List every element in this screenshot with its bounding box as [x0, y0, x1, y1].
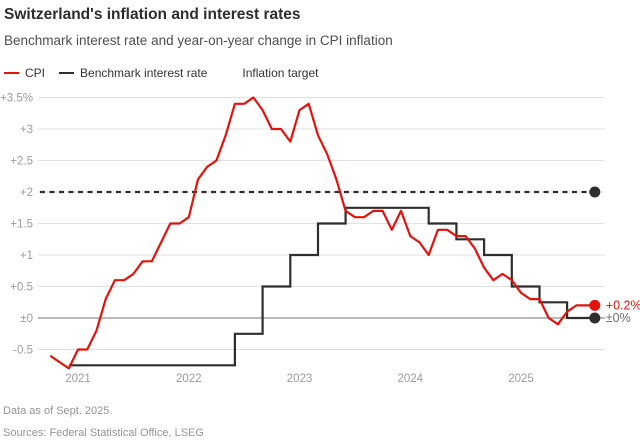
x-tick-label: 2025 [508, 373, 534, 385]
legend-label-inflation-target: Inflation target [242, 66, 319, 80]
sources-note: Sources: Federal Statistical Office, LSE… [3, 427, 204, 439]
y-tick-label: +2 [20, 187, 33, 199]
cpi-line-swatch-icon [4, 71, 19, 75]
inflation-target-end-dot [589, 186, 601, 198]
chart-title: Switzerland's inflation and interest rat… [4, 6, 301, 23]
legend-label-benchmark-rate: Benchmark interest rate [80, 66, 208, 80]
cpi-line [49, 96, 595, 370]
benchmark-rate-line [68, 206, 595, 367]
y-tick-label: +1.5 [10, 219, 33, 231]
legend-item-benchmark-rate: Benchmark interest rate [59, 66, 207, 80]
chart-legend: CPI Benchmark interest rate Inflation ta… [4, 66, 636, 80]
y-tick-label: +3 [20, 124, 33, 136]
benchmark-rate-line-swatch-icon [59, 71, 75, 75]
benchmark-rate-end-label: ±0% [606, 311, 631, 325]
legend-item-inflation-target: Inflation target [221, 66, 318, 80]
y-tick-label: +2.5 [10, 156, 33, 168]
cpi-end-dot [589, 299, 601, 311]
y-tick-label: +0.5 [10, 282, 33, 294]
y-tick-label: -0.5 [13, 345, 33, 357]
y-tick-label: +1 [20, 250, 33, 262]
benchmark-rate-end-dot [589, 312, 601, 324]
inflation-target-dashed-swatch-icon [221, 72, 236, 75]
x-tick-label: 2022 [176, 373, 202, 385]
x-tick-label: 2024 [398, 373, 424, 385]
x-tick-label: 2021 [65, 373, 91, 385]
chart-header: Switzerland's inflation and interest rat… [4, 5, 636, 80]
y-tick-label: +3.5% [0, 93, 33, 105]
x-tick-label: 2023 [287, 373, 313, 385]
chart-footer: Data as of Sept. 2025. Sources: Federal … [3, 405, 204, 439]
chart-subtitle: Benchmark interest rate and year-on-year… [4, 33, 393, 48]
legend-label-cpi: CPI [25, 66, 46, 80]
y-tick-label: ±0 [20, 313, 33, 325]
data-note: Data as of Sept. 2025. [3, 405, 113, 417]
cpi-end-label: +0.2% [606, 298, 640, 312]
legend-item-cpi: CPI [4, 66, 45, 80]
